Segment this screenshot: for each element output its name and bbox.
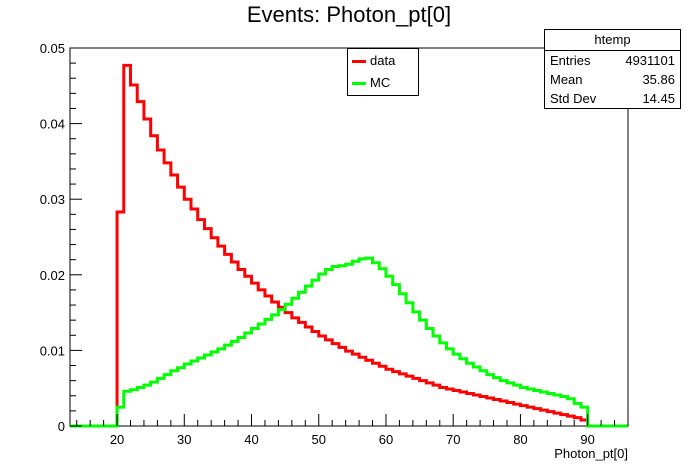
x-tick-label: 90 bbox=[580, 432, 594, 447]
stats-title: htemp bbox=[545, 30, 680, 51]
legend-label-data: data bbox=[370, 53, 396, 68]
y-tick-label: 0.01 bbox=[40, 343, 65, 358]
legend-swatch-mc bbox=[352, 82, 366, 86]
y-tick-label: 0 bbox=[58, 419, 65, 434]
y-tick-label: 0.03 bbox=[40, 192, 65, 207]
y-tick-label: 0.05 bbox=[40, 41, 65, 56]
stats-value: 35.86 bbox=[642, 72, 675, 87]
stats-label: Entries bbox=[550, 53, 591, 68]
stats-label: Mean bbox=[550, 72, 583, 87]
x-axis-label: Photon_pt[0] bbox=[554, 446, 628, 461]
stats-value: 4931101 bbox=[625, 53, 675, 68]
stats-row-mean: Mean 35.86 bbox=[545, 70, 680, 89]
x-tick-label: 70 bbox=[446, 432, 460, 447]
stats-row-entries: Entries 4931101 bbox=[545, 51, 680, 70]
x-tick-label: 50 bbox=[312, 432, 326, 447]
legend-item-data: data bbox=[352, 51, 395, 71]
x-tick-label: 40 bbox=[244, 432, 258, 447]
stats-row-stddev: Std Dev 14.45 bbox=[545, 89, 680, 108]
y-tick-label: 0.04 bbox=[40, 117, 65, 132]
series-line-data bbox=[70, 63, 628, 428]
x-tick-label: 60 bbox=[379, 432, 393, 447]
series-line-mc bbox=[70, 256, 628, 428]
legend-label-mc: MC bbox=[370, 75, 391, 90]
stats-box: htemp Entries 4931101 Mean 35.86 Std Dev… bbox=[544, 29, 681, 109]
x-tick-label: 80 bbox=[513, 432, 527, 447]
stats-value: 14.45 bbox=[642, 91, 675, 106]
legend-swatch-data bbox=[352, 60, 366, 64]
legend-item-mc: MC bbox=[352, 73, 390, 93]
legend: data MC bbox=[347, 48, 419, 96]
chart-title: Events: Photon_pt[0] bbox=[246, 2, 452, 27]
y-tick-label: 0.02 bbox=[40, 268, 65, 283]
x-tick-label: 20 bbox=[110, 432, 124, 447]
stats-label: Std Dev bbox=[550, 91, 597, 106]
x-tick-label: 30 bbox=[177, 432, 191, 447]
